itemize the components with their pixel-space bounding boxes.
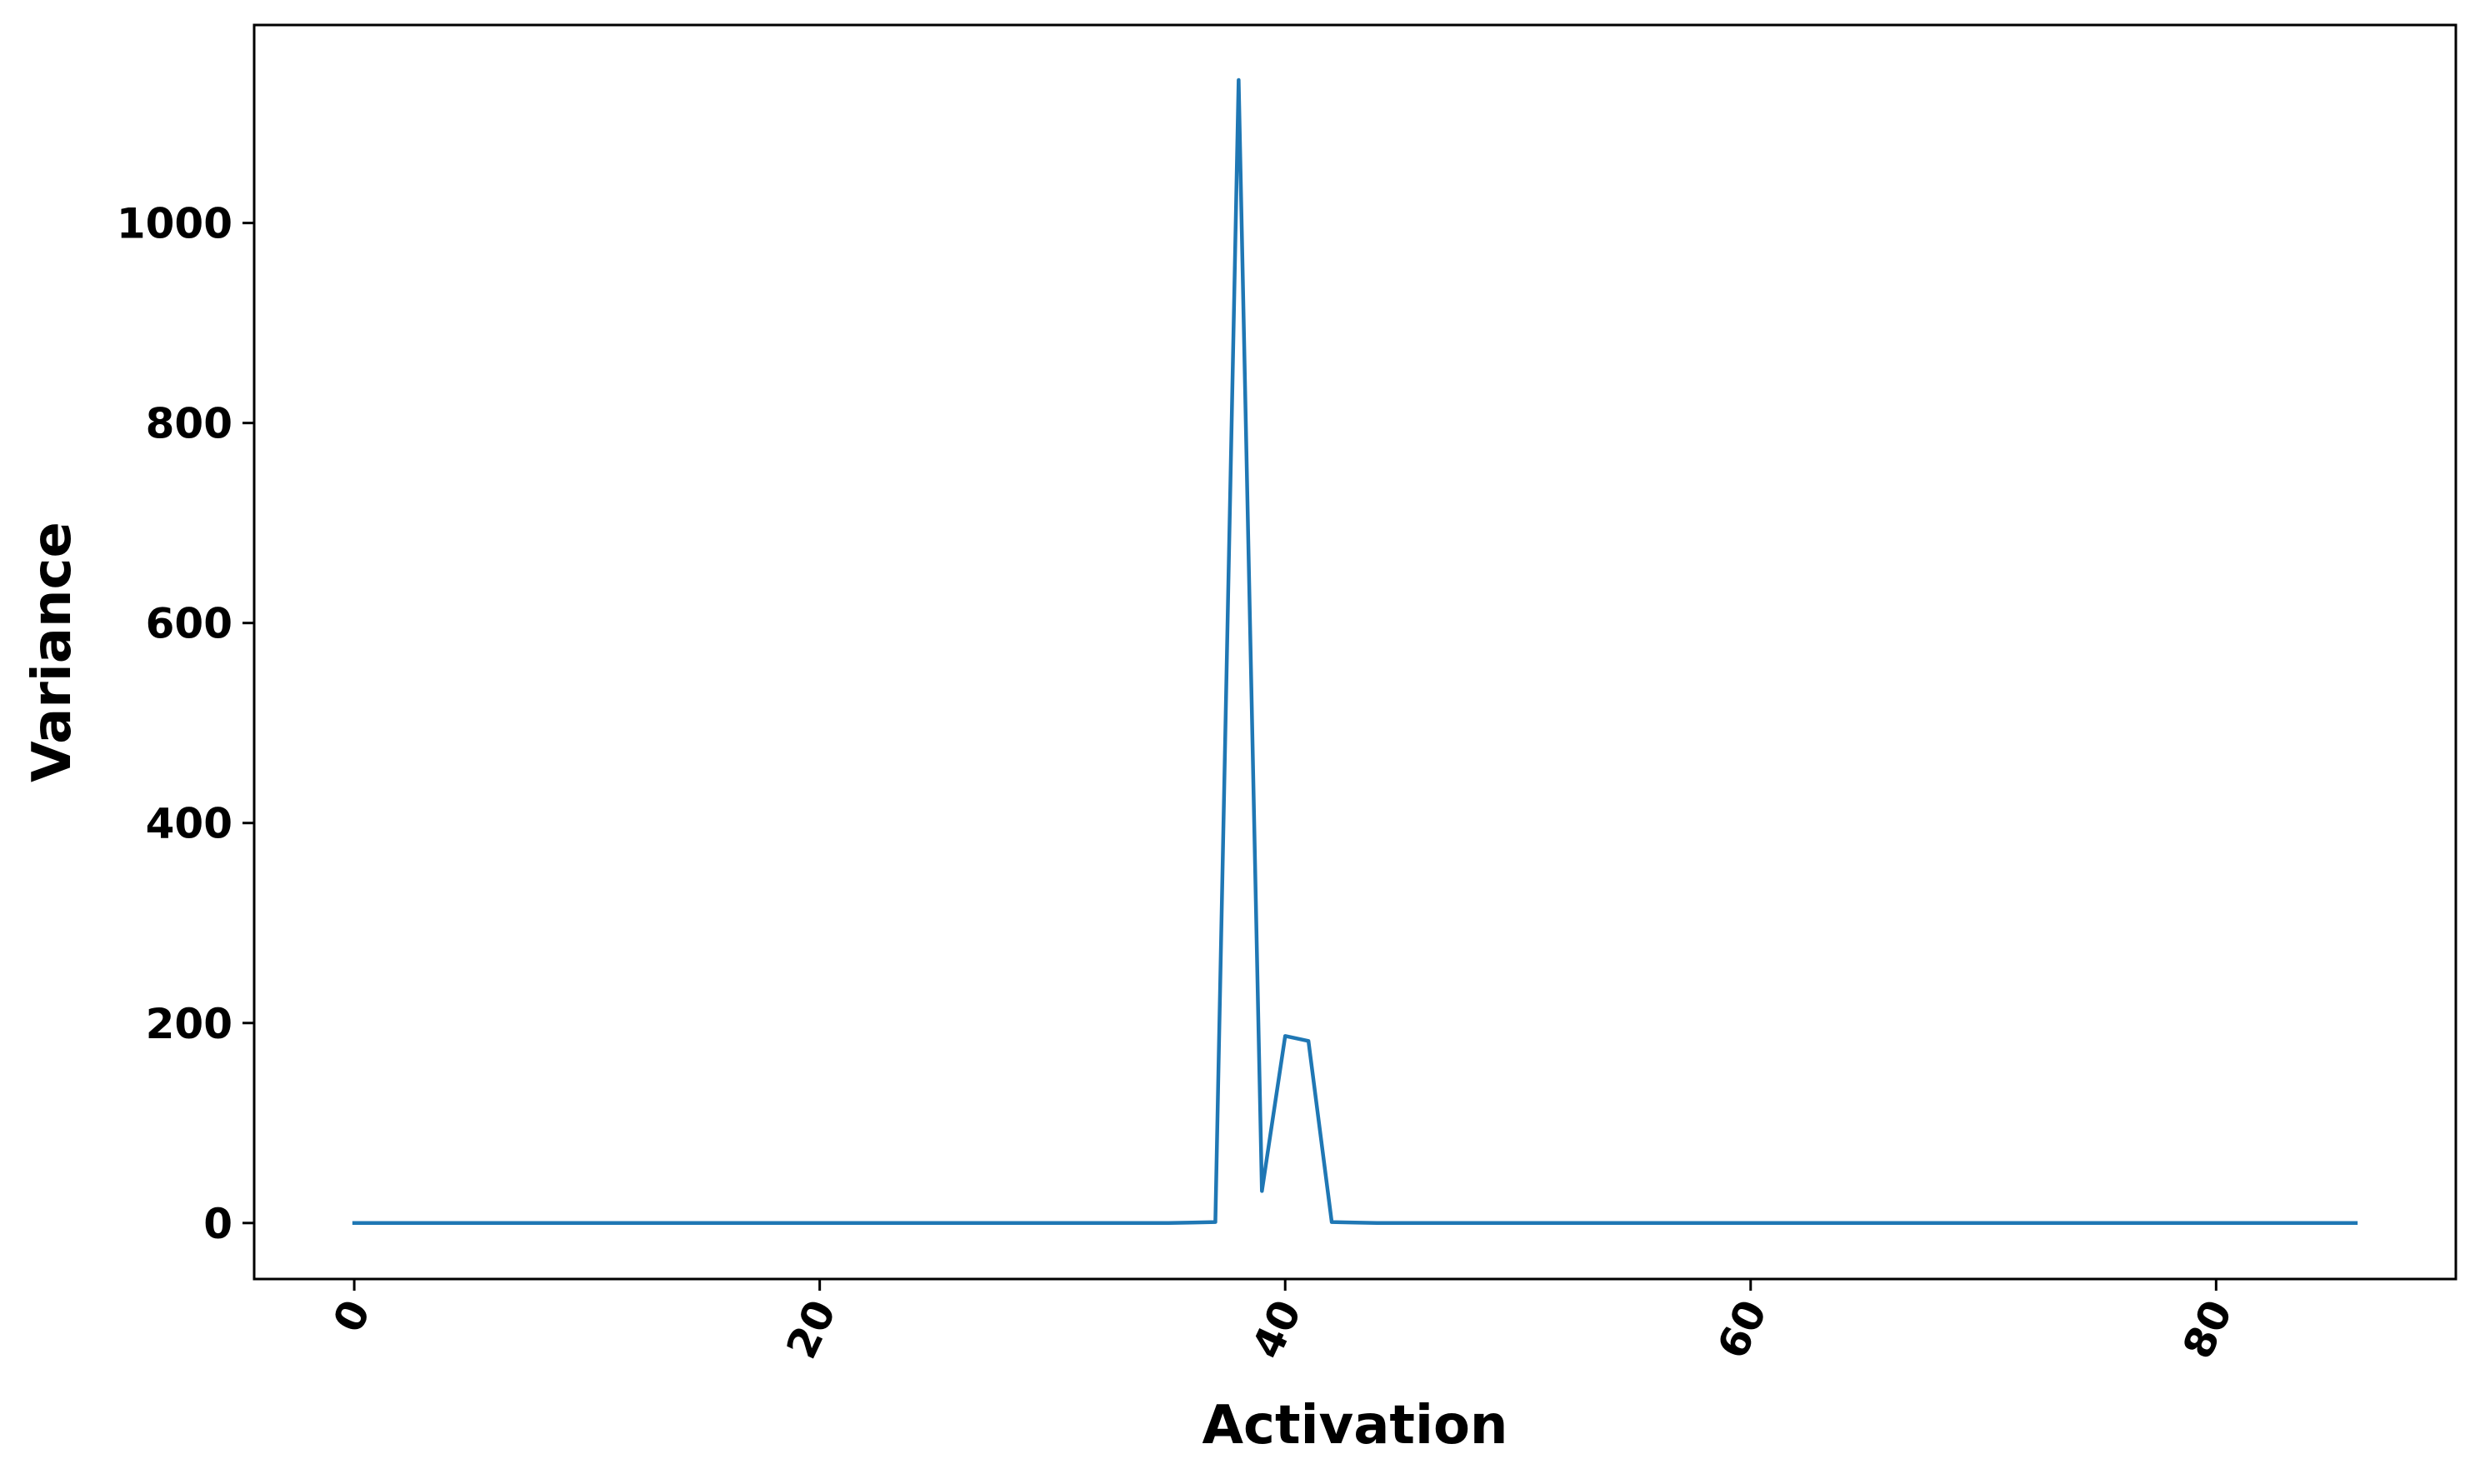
x-axis-title: Activation	[1202, 1395, 1508, 1457]
y-tick-label: 200	[146, 1000, 232, 1048]
series-line-0	[352, 77, 2358, 1226]
y-axis-ticks: 0 200 400 600 800 1000	[117, 200, 254, 1248]
plot-area-frame	[252, 23, 2458, 1281]
y-tick-label: 1000	[117, 200, 232, 248]
y-axis-title: Variance	[22, 522, 83, 782]
y-tick-label: 400	[146, 800, 232, 848]
series-layer	[352, 77, 2358, 1226]
y-tick-label: 600	[146, 600, 232, 648]
y-tick-label: 0	[203, 1200, 232, 1248]
y-tick-label: 800	[146, 400, 232, 448]
